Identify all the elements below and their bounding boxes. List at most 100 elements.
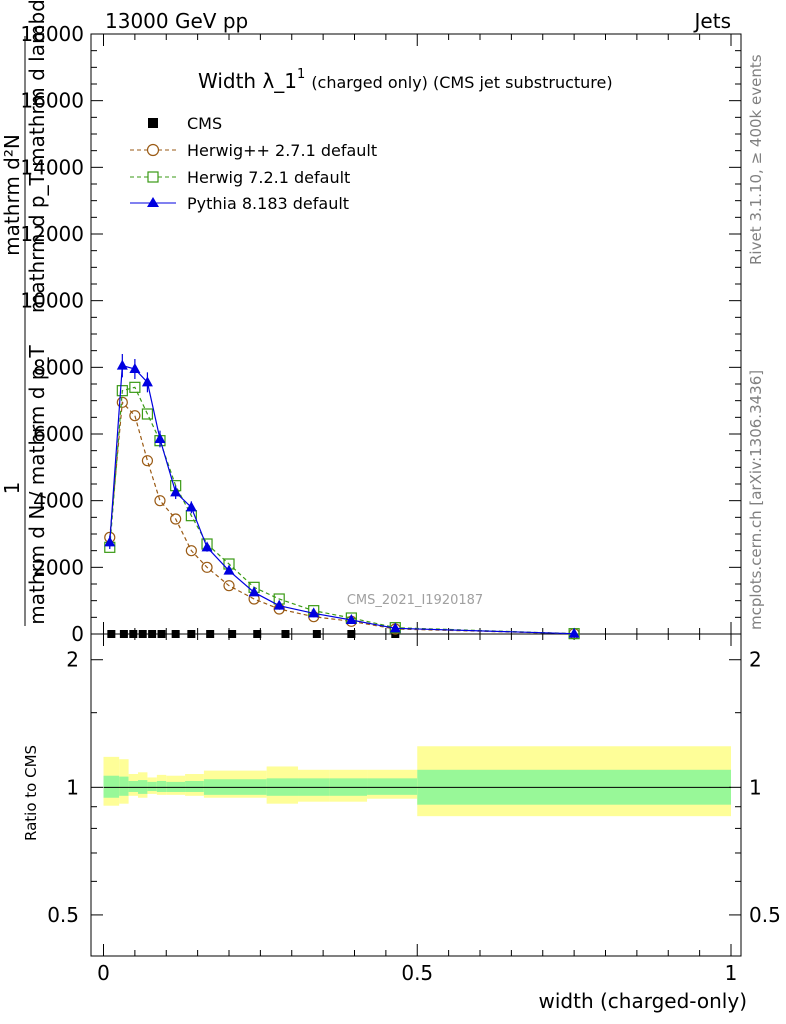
data-point <box>273 599 285 610</box>
ratio-ytick-label-right: 1 <box>749 775 762 799</box>
ratio-stat-band <box>147 781 157 792</box>
main-ytick-label: 0 <box>71 622 84 646</box>
header-process: Jets <box>693 9 731 33</box>
analysis-watermark: CMS_2021_I1920187 <box>347 593 483 608</box>
data-point <box>248 586 260 597</box>
ratio-stat-band <box>119 776 129 796</box>
data-point <box>129 381 141 393</box>
ylabel-numerator-one: 1 <box>0 482 24 495</box>
data-point <box>138 630 147 638</box>
data-point <box>223 580 235 592</box>
data-point <box>129 363 141 373</box>
data-point <box>347 630 356 638</box>
data-point <box>206 630 215 638</box>
mcplots-credit: mcplots.cern.ch [arXiv:1306.3436] <box>747 370 765 630</box>
data-point <box>107 630 116 638</box>
legend-label-herwig7: Herwig 7.2.1 default <box>187 168 350 187</box>
data-point <box>148 630 157 638</box>
ratio-xtick-label: 0 <box>97 961 110 985</box>
data-point <box>154 495 166 507</box>
ylabel-numerator-sq: mathrm d²N <box>0 134 24 256</box>
series-1 <box>104 396 580 640</box>
legend-entry-pythia: Pythia 8.183 default <box>130 194 349 213</box>
ratio-ytick-label: 1 <box>66 775 79 799</box>
data-point <box>389 622 401 633</box>
data-point <box>129 630 138 638</box>
data-point <box>281 630 290 638</box>
data-point <box>345 614 357 624</box>
series-line <box>109 400 575 635</box>
data-point <box>129 410 141 422</box>
ratio-stat-band <box>128 780 139 792</box>
x-axis-label: width (charged-only) <box>539 989 747 1013</box>
legend-label-cms: CMS <box>187 114 222 133</box>
header-energy: 13000 GeV pp <box>105 9 248 33</box>
main-ytick-label: 10000 <box>20 289 84 313</box>
ratio-bands <box>103 746 731 817</box>
ylabel-denominator-sq: mathrm d p_T mathrm d lambda <box>25 0 49 313</box>
data-point <box>253 630 262 638</box>
ratio-ytick-label-right: 2 <box>749 648 762 672</box>
main-ytick-label: 4000 <box>33 489 84 513</box>
data-point <box>154 433 166 443</box>
main-ytick-label: 2000 <box>33 555 84 579</box>
legend-marker-herwigpp <box>146 143 160 157</box>
series-line <box>109 364 575 635</box>
legend-marker-cms <box>148 118 158 128</box>
main-ylabel: mathrm d²N mathrm d p_T mathrm d lambda … <box>0 0 49 626</box>
ratio-xtick-label: 1 <box>725 961 738 985</box>
series-layer <box>104 354 580 640</box>
data-point <box>170 513 182 525</box>
data-point <box>201 541 213 552</box>
data-point <box>201 561 213 573</box>
legend: CMS Herwig++ 2.7.1 default Herwig 7.2.1 … <box>130 114 377 213</box>
data-point <box>185 545 197 557</box>
legend-label-herwigpp: Herwig++ 2.7.1 default <box>187 141 377 160</box>
data-point <box>171 630 180 638</box>
main-ytick-label: 12000 <box>20 222 84 246</box>
data-point <box>568 627 580 638</box>
main-ytick-label: 16000 <box>20 89 84 113</box>
ratio-plot-frame <box>90 633 742 957</box>
main-axis-ticks: 0 2000 4000 6000 8000 10000 12000 14000 16000 180… <box>20 22 741 956</box>
main-ytick-label: 18000 <box>20 22 84 46</box>
ratio-stat-band <box>367 778 418 795</box>
ratio-stat-band <box>185 780 204 792</box>
data-point <box>157 630 166 638</box>
ratio-ytick-label-right: 0.5 <box>749 903 781 927</box>
data-point <box>141 376 153 387</box>
plot-title-suffix: (charged only) (CMS jet substructure) <box>311 73 612 92</box>
series-2 <box>104 381 580 640</box>
data-point <box>185 501 197 512</box>
ratio-ytick-label: 0.5 <box>47 903 79 927</box>
series-line <box>109 386 575 635</box>
data-point <box>308 607 320 618</box>
data-point <box>119 630 128 638</box>
data-point <box>141 455 154 467</box>
ratio-xtick-label: 0.5 <box>401 961 433 985</box>
main-ytick-label: 6000 <box>33 422 84 446</box>
ratio-ylabel: Ratio to CMS <box>22 745 40 841</box>
ylabel-denominator-one: mathrm d N / mathrm d p_T <box>25 345 49 625</box>
data-point <box>223 564 235 575</box>
ratio-axis-ticks: 0.5 0.5 1 1 2 2 0 0.5 1 <box>47 648 781 985</box>
plot-title: Width λ_11 (charged only) (CMS jet substr… <box>198 67 613 93</box>
main-ytick-label: 14000 <box>20 155 84 179</box>
data-point <box>104 536 116 547</box>
legend-label-pythia: Pythia 8.183 default <box>187 194 349 213</box>
plot-title-main: Width λ_1 <box>198 69 297 93</box>
ratio-ytick-label: 2 <box>66 648 79 672</box>
ratio-stat-band <box>156 780 167 792</box>
main-ytick-label: 8000 <box>33 355 84 379</box>
legend-entry-cms: CMS <box>148 114 222 133</box>
data-point <box>116 385 128 397</box>
legend-entry-herwigpp: Herwig++ 2.7.1 default <box>130 141 377 160</box>
data-point <box>141 408 154 420</box>
legend-entry-herwig7: Herwig 7.2.1 default <box>130 168 350 187</box>
rivet-version: Rivet 3.1.10, ≥ 400k events <box>747 54 765 265</box>
data-point <box>187 630 196 638</box>
data-point <box>312 630 321 638</box>
legend-marker-pythia <box>147 197 159 207</box>
data-point <box>116 359 128 370</box>
